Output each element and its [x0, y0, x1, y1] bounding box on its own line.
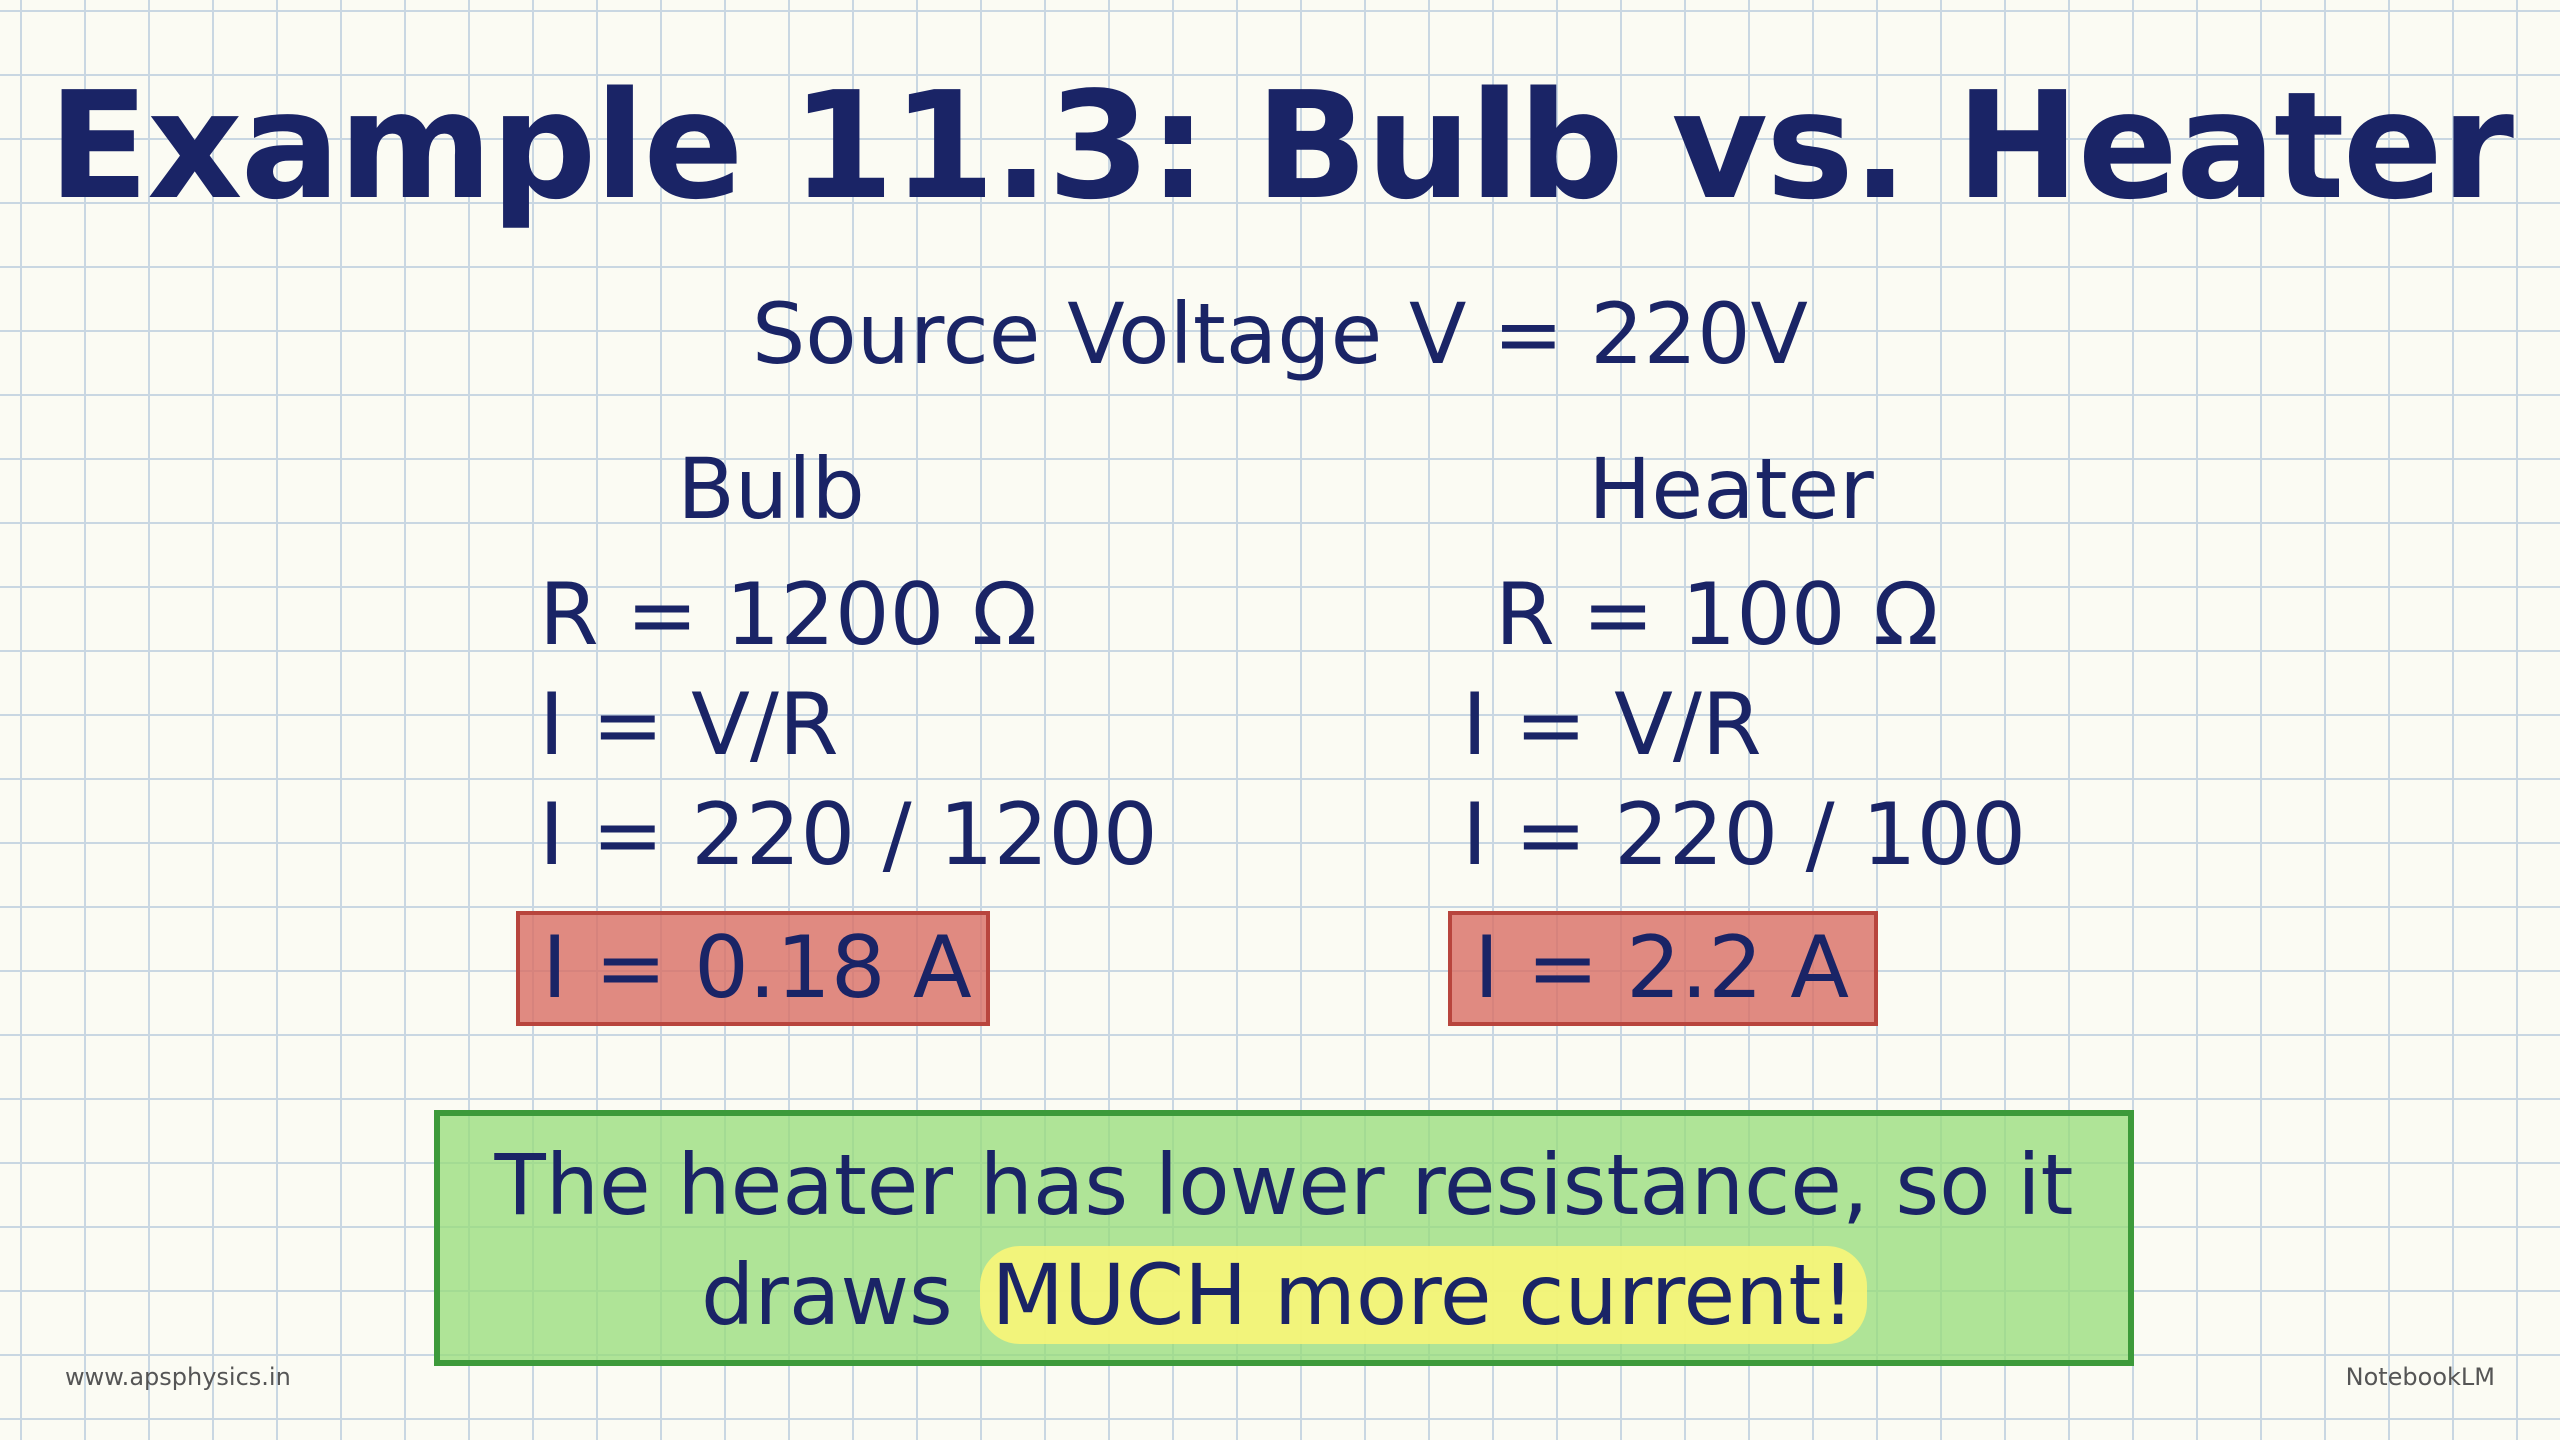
conclusion-text: draws — [701, 1246, 980, 1344]
equation-line: I = V/R — [539, 675, 839, 775]
result-box: I = 0.18 A — [516, 911, 990, 1026]
equation-line: I = V/R — [1462, 675, 1762, 775]
column-heading: Bulb — [677, 440, 865, 538]
column-heading: Heater — [1588, 440, 1874, 538]
conclusion-line: draws MUCH more current! — [440, 1246, 2128, 1344]
highlight: MUCH more current! — [979, 1246, 1867, 1344]
footer-right: NotebookLM — [2345, 1363, 2495, 1391]
conclusion-line: The heater has lower resistance, so it — [494, 1136, 2074, 1234]
footer-left: www.apsphysics.in — [65, 1363, 291, 1391]
source-voltage: Source Voltage V = 220V — [751, 285, 1809, 383]
conclusion-box: The heater has lower resistance, so it d… — [434, 1110, 2134, 1366]
equation-line: R = 1200 Ω — [539, 565, 1038, 665]
equation-line: I = 220 / 1200 — [539, 785, 1158, 885]
equation-line: I = 220 / 100 — [1462, 785, 2027, 885]
title: Example 11.3: Bulb vs. Heater — [48, 60, 2514, 232]
result-box: I = 2.2 A — [1448, 911, 1878, 1026]
equation-line: R = 100 Ω — [1495, 565, 1939, 665]
